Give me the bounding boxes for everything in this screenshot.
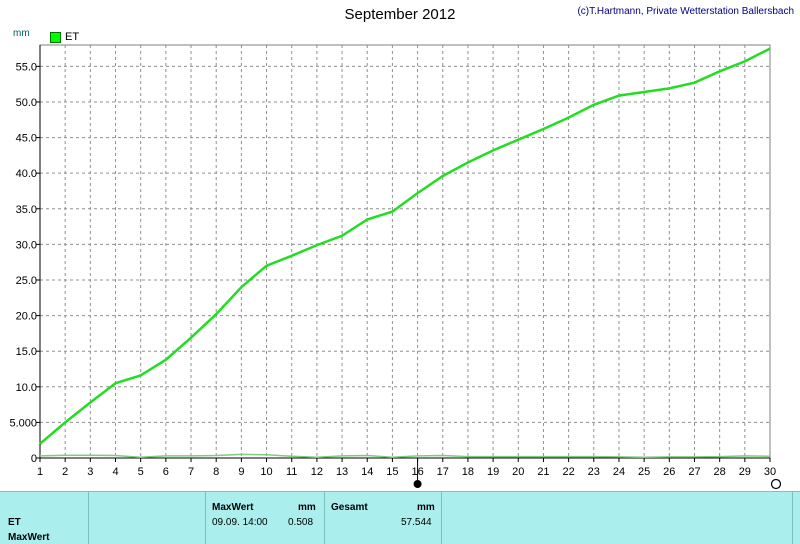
max-unit: mm	[298, 502, 316, 513]
x-tick-label: 22	[562, 466, 574, 478]
row-label-maxwert: MaxWert	[8, 532, 50, 543]
y-tick-label: 25.0	[16, 275, 37, 287]
x-tick-label: 9	[238, 466, 244, 478]
x-tick-label: 3	[87, 466, 93, 478]
cursor-marker-open	[770, 478, 782, 490]
x-tick-label: 24	[613, 466, 625, 478]
row-label-et: ET	[8, 517, 21, 528]
y-tick-label: 0	[31, 453, 37, 465]
x-tick-label: 1	[37, 466, 43, 478]
x-tick-label: 19	[487, 466, 499, 478]
x-tick-label: 14	[361, 466, 373, 478]
max-column: MaxWert mm 09.09. 14:00 0.508	[206, 492, 325, 544]
y-tick-label: 5.000	[9, 417, 37, 429]
x-tick-label: 27	[688, 466, 700, 478]
x-tick-label: 25	[638, 466, 650, 478]
copyright-notice: (c)T.Hartmann, Private Wetterstation Bal…	[577, 6, 794, 17]
y-tick-label: 20.0	[16, 311, 37, 323]
max-value: 0.508	[288, 517, 314, 528]
x-tick-label: 4	[112, 466, 118, 478]
sum-value: 57.544	[401, 517, 432, 528]
x-tick-label: 21	[537, 466, 549, 478]
x-tick-label: 10	[260, 466, 272, 478]
x-tick-label: 7	[188, 466, 194, 478]
y-axis-unit: mm	[13, 28, 30, 39]
x-tick-label: 17	[437, 466, 449, 478]
chart-title: September 2012	[344, 6, 456, 23]
spare-column	[442, 492, 793, 544]
row-label-column: ET MaxWert	[0, 492, 89, 544]
y-tick-label: 15.0	[16, 346, 37, 358]
x-tick-label: 28	[714, 466, 726, 478]
y-tick-label: 10.0	[16, 382, 37, 394]
empty-column	[89, 492, 206, 544]
x-tick-label: 6	[163, 466, 169, 478]
y-tick-label: 50.0	[16, 97, 37, 109]
x-tick-label: 20	[512, 466, 524, 478]
y-tick-label: 30.0	[16, 239, 37, 251]
series-line-et	[39, 47, 771, 445]
sum-column: Gesamt mm 57.544	[325, 492, 442, 544]
y-tick-label: 40.0	[16, 168, 37, 180]
x-tick-label: 30	[764, 466, 776, 478]
x-tick-label: 13	[336, 466, 348, 478]
max-time: 09.09. 14:00	[212, 517, 268, 528]
x-tick-label: 18	[462, 466, 474, 478]
series-line-daily	[39, 453, 771, 459]
y-tick-label: 35.0	[16, 204, 37, 216]
sum-unit: mm	[417, 502, 435, 513]
legend-label: ET	[65, 31, 80, 43]
x-tick-label: 15	[386, 466, 398, 478]
legend-swatch	[50, 31, 61, 43]
cursor-marker-filled	[413, 480, 422, 488]
x-tick-label: 29	[739, 466, 751, 478]
y-tick-label: 55.0	[16, 61, 37, 73]
x-tick-label: 5	[138, 466, 144, 478]
plot-frame	[39, 44, 771, 459]
y-tick-label: 45.0	[16, 133, 37, 145]
sum-header: Gesamt	[331, 502, 368, 513]
x-tick-label: 11	[286, 466, 297, 478]
x-tick-label: 26	[663, 466, 675, 478]
x-tick-label: 23	[588, 466, 600, 478]
x-tick-label: 2	[62, 466, 68, 478]
x-tick-label: 12	[311, 466, 323, 478]
legend: ET	[50, 31, 79, 43]
summary-table: ET MaxWert MaxWert mm 09.09. 14:00 0.508…	[0, 491, 800, 544]
x-tick-label: 8	[213, 466, 219, 478]
chart-area: 1 2 3 4 5 6 7 8 9 10 11 12 13 14 15 16 17 18 19 20 21 22 23 24 2…	[9, 44, 782, 490]
max-header: MaxWert	[212, 502, 254, 513]
